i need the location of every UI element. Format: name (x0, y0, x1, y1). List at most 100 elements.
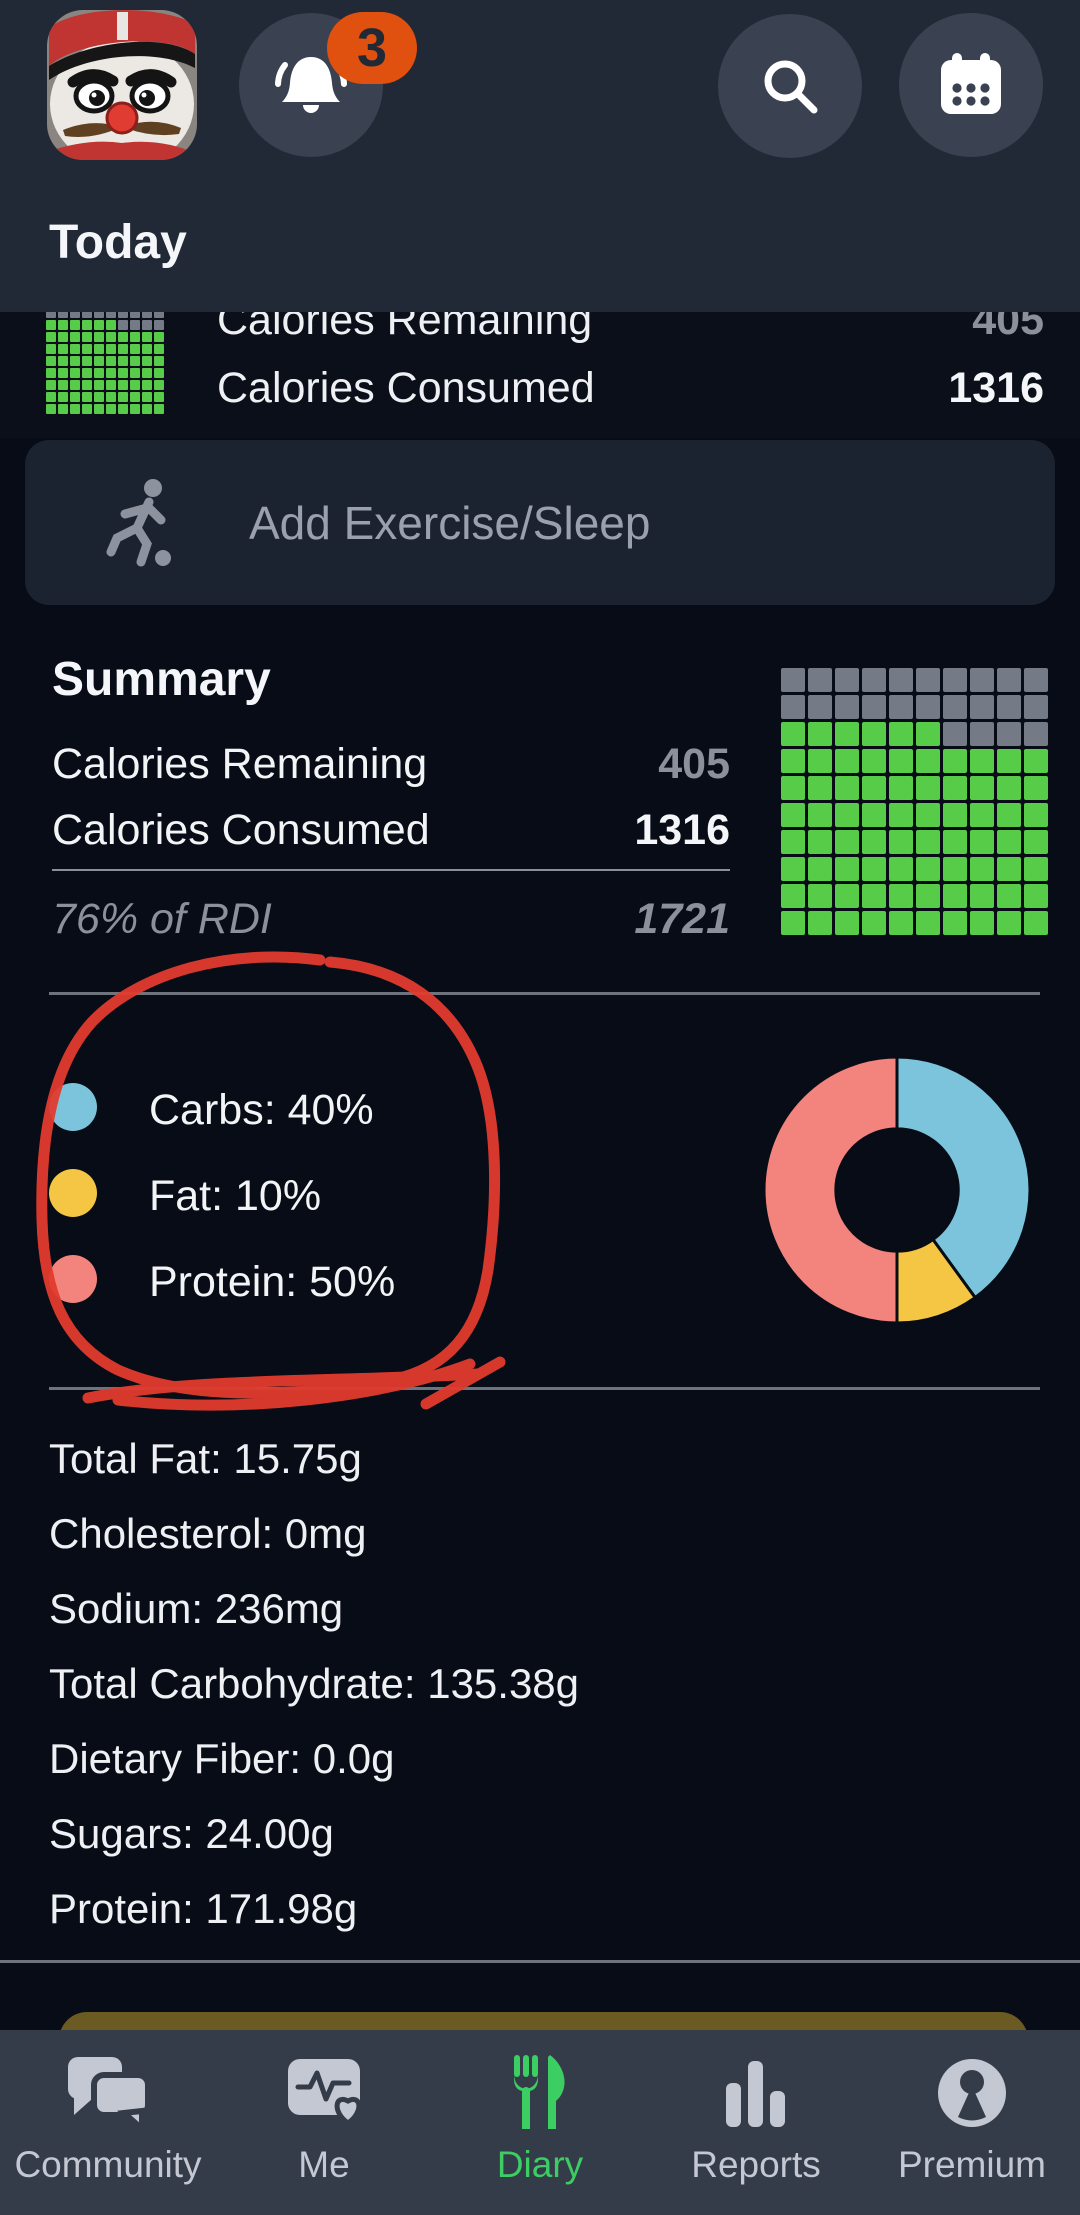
nutrition-sodium: Sodium: 236mg (49, 1585, 344, 1632)
grid-cell (916, 884, 940, 908)
nutrition-fiber: Dietary Fiber: 0.0g (49, 1735, 395, 1782)
grid-cell (1024, 776, 1048, 800)
calendar-button[interactable] (899, 13, 1043, 157)
nav-label: Diary (496, 2144, 584, 2185)
grid-cell (970, 830, 994, 854)
grid-cell (94, 320, 104, 330)
legend-label-fat: Fat: 10% (149, 1172, 322, 1220)
summary-title: Summary (52, 653, 271, 706)
grid-cell (82, 368, 92, 378)
grid-cell (70, 312, 80, 318)
grid-cell (862, 803, 886, 827)
grid-cell (889, 722, 913, 746)
grid-cell (82, 392, 92, 402)
grid-cell (106, 356, 116, 366)
grid-cell (808, 749, 832, 773)
grid-cell (943, 695, 967, 719)
grid-cell (970, 857, 994, 881)
banner-label: Calories Remaining (217, 312, 593, 344)
grid-cell (889, 803, 913, 827)
nav-item-premium[interactable]: Premium (864, 2030, 1080, 2215)
nutrition-carbohydrate: Total Carbohydrate: 135.38g (49, 1660, 580, 1707)
nav-item-diary[interactable]: Diary (432, 2030, 648, 2215)
grid-cell (997, 722, 1021, 746)
donut-slice-protein (762, 1055, 899, 1325)
nav-label: Premium (897, 2144, 1047, 2185)
grid-cell (58, 380, 68, 390)
grid-cell (106, 404, 116, 414)
grid-cell (58, 356, 68, 366)
grid-cell (835, 749, 859, 773)
grid-cell (142, 368, 152, 378)
grid-cell (1024, 884, 1048, 908)
legend-dot-protein (49, 1255, 97, 1303)
grid-cell (997, 830, 1021, 854)
grid-cell (970, 722, 994, 746)
grid-cell (70, 332, 80, 342)
rdi-label: 76% of RDI (52, 895, 272, 943)
grid-cell (943, 803, 967, 827)
legend-label-carbs: Carbs: 40% (149, 1086, 374, 1134)
grid-cell (808, 776, 832, 800)
calorie-grid (781, 668, 1048, 935)
grid-cell (118, 344, 128, 354)
grid-cell (58, 368, 68, 378)
grid-cell (997, 803, 1021, 827)
search-button[interactable] (718, 14, 862, 158)
divider (49, 1387, 1040, 1390)
grid-cell (1024, 749, 1048, 773)
summary-label: Calories Remaining (52, 740, 428, 788)
grid-cell (130, 344, 140, 354)
banner-label: Calories Consumed (217, 364, 595, 412)
grid-cell (889, 857, 913, 881)
grid-cell (889, 776, 913, 800)
grid-cell (970, 749, 994, 773)
summary-value: 405 (658, 740, 730, 788)
grid-cell (889, 884, 913, 908)
grid-cell (970, 776, 994, 800)
grid-cell (808, 884, 832, 908)
grid-cell (862, 857, 886, 881)
grid-cell (118, 368, 128, 378)
grid-cell (154, 404, 164, 414)
summary-row: Calories Remaining 405 (52, 740, 730, 789)
grid-cell (943, 668, 967, 692)
grid-cell (46, 368, 56, 378)
grid-cell (943, 911, 967, 935)
grid-cell (835, 911, 859, 935)
grid-cell (46, 356, 56, 366)
nav-item-me[interactable]: Me (216, 2030, 432, 2215)
grid-cell (142, 356, 152, 366)
grid-cell (943, 749, 967, 773)
grid-cell (82, 312, 92, 318)
grid-cell (142, 312, 152, 318)
grid-cell (862, 695, 886, 719)
runner-icon (106, 479, 171, 567)
grid-cell (781, 803, 805, 827)
calendar-icon (941, 53, 1001, 114)
fork-knife-icon (494, 2052, 586, 2134)
grid-cell (130, 380, 140, 390)
avatar[interactable] (47, 10, 197, 160)
grid-cell (862, 776, 886, 800)
grid-cell (916, 749, 940, 773)
rdi-value: 1721 (634, 895, 730, 943)
grid-cell (781, 857, 805, 881)
nav-item-community[interactable]: Community (0, 2030, 216, 2215)
grid-cell (835, 857, 859, 881)
grid-cell (58, 312, 68, 318)
grid-cell (94, 312, 104, 318)
nutrition-total-fat: Total Fat: 15.75g (49, 1435, 362, 1482)
grid-cell (70, 344, 80, 354)
grid-cell (46, 332, 56, 342)
grid-cell (997, 776, 1021, 800)
grid-cell (130, 368, 140, 378)
grid-cell (835, 803, 859, 827)
grid-cell (154, 392, 164, 402)
add-exercise-sleep-button[interactable]: Add Exercise/Sleep (25, 440, 1055, 605)
grid-cell (1024, 857, 1048, 881)
grid-cell (781, 884, 805, 908)
nav-item-reports[interactable]: Reports (648, 2030, 864, 2215)
grid-cell (46, 404, 56, 414)
grid-cell (82, 404, 92, 414)
